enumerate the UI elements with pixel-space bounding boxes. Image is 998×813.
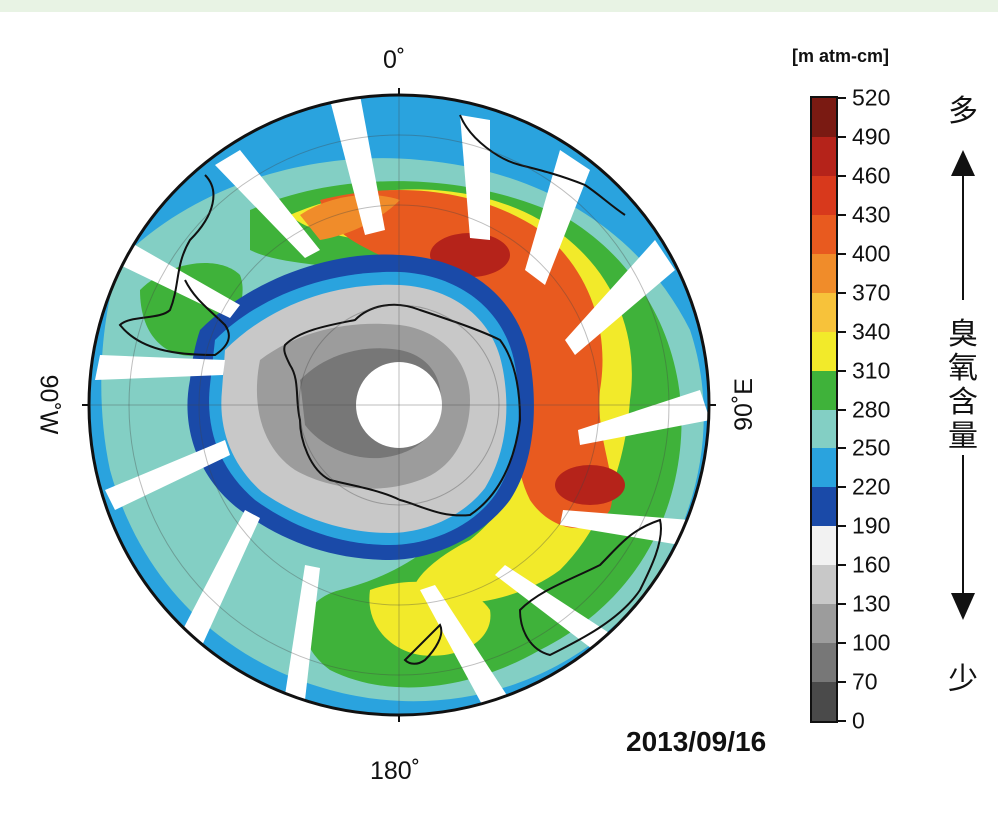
swath-6 (560, 510, 690, 545)
colorbar-tick-mark (838, 525, 846, 528)
colorbar-tick-mark (838, 681, 846, 684)
high-label: 多 (948, 94, 978, 129)
swath-1 (330, 95, 385, 235)
colorbar-segment (812, 175, 836, 215)
label-0: 0˚ (383, 46, 406, 74)
swath-9 (285, 565, 320, 700)
colorbar-segment (812, 682, 836, 721)
graticule-ring-3 (128, 134, 670, 676)
coast-south-america (118, 174, 230, 357)
polar-nodata (356, 362, 442, 448)
colorbar-tick-label: 340 (852, 318, 891, 345)
colorbar-segment (812, 565, 836, 605)
map-ticks (82, 88, 716, 722)
swath-2 (460, 115, 490, 240)
swath-13 (120, 245, 240, 318)
arrow-up-icon (951, 150, 975, 300)
colorbar-tick-mark (838, 252, 846, 255)
colorbar-segment (812, 643, 836, 683)
colorbar-tick-mark (838, 291, 846, 294)
swath-10 (180, 510, 260, 650)
colorbar-tick-mark (838, 97, 846, 99)
label-180: 180˚ (370, 757, 421, 785)
colorbar-segment (812, 136, 836, 176)
coastlines (118, 114, 662, 665)
colorbar-tick-mark (838, 213, 846, 216)
swath-8 (420, 585, 510, 710)
map-date: 2013/09/16 (626, 726, 767, 757)
ozone-max-east (555, 465, 625, 505)
colorbar-segment (812, 253, 836, 293)
colorbar-tick-label: 280 (852, 396, 891, 422)
axis-title: 臭 氧 含 量 (948, 318, 978, 454)
coast-antarctica (283, 303, 522, 517)
colorbar-tick-mark (838, 447, 846, 450)
colorbar-tick-label: 250 (852, 434, 891, 461)
colorbar-tick-mark (838, 720, 846, 722)
colorbar-tick-label: 70 (852, 668, 878, 695)
low-label: 少 (948, 662, 978, 697)
label-90e: 90˚E (729, 378, 758, 431)
swath-4 (565, 240, 675, 355)
colorbar-tick-label: 130 (852, 590, 891, 617)
coast-africa (459, 114, 626, 216)
graticule-ring-2 (198, 204, 600, 606)
colorbar-tick-label: 160 (852, 551, 891, 578)
colorbar-tick-mark (838, 603, 846, 606)
colorbar-tick-label: 430 (852, 201, 891, 228)
axis-char-3: 含 (948, 385, 978, 420)
colorbar-segment (812, 331, 836, 371)
colorbar-tick-label: 0 (852, 707, 865, 734)
colorbar-tick-mark (838, 486, 846, 489)
colorbar-tick-mark (838, 564, 846, 567)
graticule (89, 95, 709, 715)
colorbar-tick-mark (838, 330, 846, 333)
colorbar-tick-label: 520 (852, 84, 891, 111)
colorbar-tick-label: 400 (852, 240, 891, 267)
swath-7 (495, 565, 620, 655)
colorbar-tick-mark (838, 135, 846, 138)
axis-char-2: 氧 (948, 351, 978, 386)
colorbar-segment (812, 409, 836, 449)
colorbar-tick-label: 190 (852, 512, 891, 539)
swath-11 (105, 440, 230, 510)
colorbar-tick-label: 490 (852, 123, 891, 150)
colorbar-segment (812, 214, 836, 254)
colorbar-segment (812, 526, 836, 566)
colorbar (810, 96, 838, 723)
swath-14 (215, 150, 320, 258)
swath-gaps (95, 95, 709, 710)
colorbar-segment (812, 370, 836, 410)
colorbar-tick-label: 460 (852, 162, 891, 189)
axis-char-1: 臭 (948, 317, 978, 352)
coast-new-zealand (403, 623, 443, 665)
coast-australia (518, 518, 662, 657)
swath-12 (95, 355, 225, 380)
colorbar-tick-label: 310 (852, 357, 891, 384)
colorbar-tick-label: 370 (852, 279, 891, 306)
swath-3 (525, 150, 590, 285)
top-band (0, 0, 998, 12)
label-90w: 90˚W (34, 374, 63, 435)
colorbar-tick-mark (838, 408, 846, 411)
colorbar-tick-mark (838, 369, 846, 372)
arrow-down-icon (951, 455, 975, 620)
colorbar-tick-label: 100 (852, 629, 891, 656)
colorbar-units: [m atm-cm] (792, 46, 890, 66)
graticule-ring-1 (298, 304, 500, 506)
colorbar-segment (812, 487, 836, 527)
colorbar-segment (812, 604, 836, 644)
swath-5 (578, 390, 709, 445)
colorbar-tick-mark (838, 642, 846, 645)
colorbar-tick-mark (838, 174, 846, 177)
colorbar-segment (812, 448, 836, 488)
colorbar-tick-label: 220 (852, 473, 891, 500)
colorbar-segment (812, 292, 836, 332)
axis-char-4: 量 (948, 419, 978, 454)
colorbar-segment (812, 98, 836, 137)
